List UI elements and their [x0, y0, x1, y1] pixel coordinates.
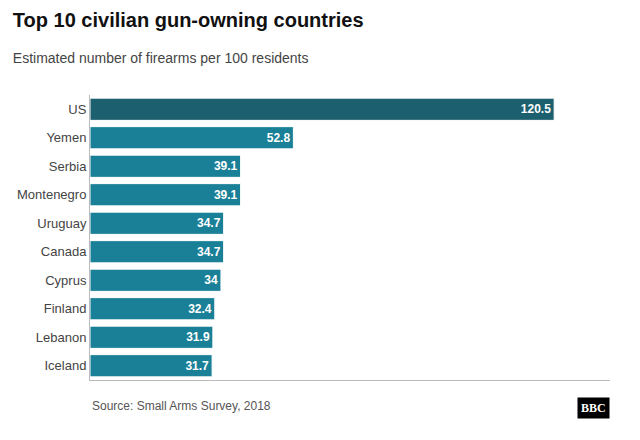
svg-text:Uruguay: Uruguay: [37, 216, 87, 231]
svg-text:Canada: Canada: [41, 244, 87, 259]
svg-text:Cyprus: Cyprus: [45, 273, 87, 288]
svg-text:Montenegro: Montenegro: [17, 187, 86, 202]
svg-text:34.7: 34.7: [197, 245, 221, 259]
svg-text:Top 10 civilian gun-owning cou: Top 10 civilian gun-owning countries: [13, 9, 364, 31]
svg-text:32.4: 32.4: [188, 302, 212, 316]
svg-text:31.9: 31.9: [186, 330, 210, 344]
svg-text:US: US: [68, 102, 86, 117]
svg-text:34: 34: [204, 273, 218, 287]
svg-text:Finland: Finland: [44, 301, 87, 316]
svg-text:34.7: 34.7: [197, 216, 221, 230]
svg-text:31.7: 31.7: [185, 359, 209, 373]
svg-text:Source: Small Arms Survey, 201: Source: Small Arms Survey, 2018: [92, 399, 271, 413]
svg-text:120.5: 120.5: [521, 102, 551, 116]
svg-text:39.1: 39.1: [214, 159, 238, 173]
svg-text:Serbia: Serbia: [49, 159, 87, 174]
svg-text:Estimated number of firearms p: Estimated number of firearms per 100 res…: [13, 50, 309, 66]
svg-text:Iceland: Iceland: [44, 358, 86, 373]
svg-text:BBC: BBC: [581, 401, 606, 415]
svg-text:Lebanon: Lebanon: [36, 330, 87, 345]
svg-text:39.1: 39.1: [214, 188, 238, 202]
svg-text:52.8: 52.8: [267, 131, 291, 145]
svg-text:Yemen: Yemen: [46, 130, 86, 145]
